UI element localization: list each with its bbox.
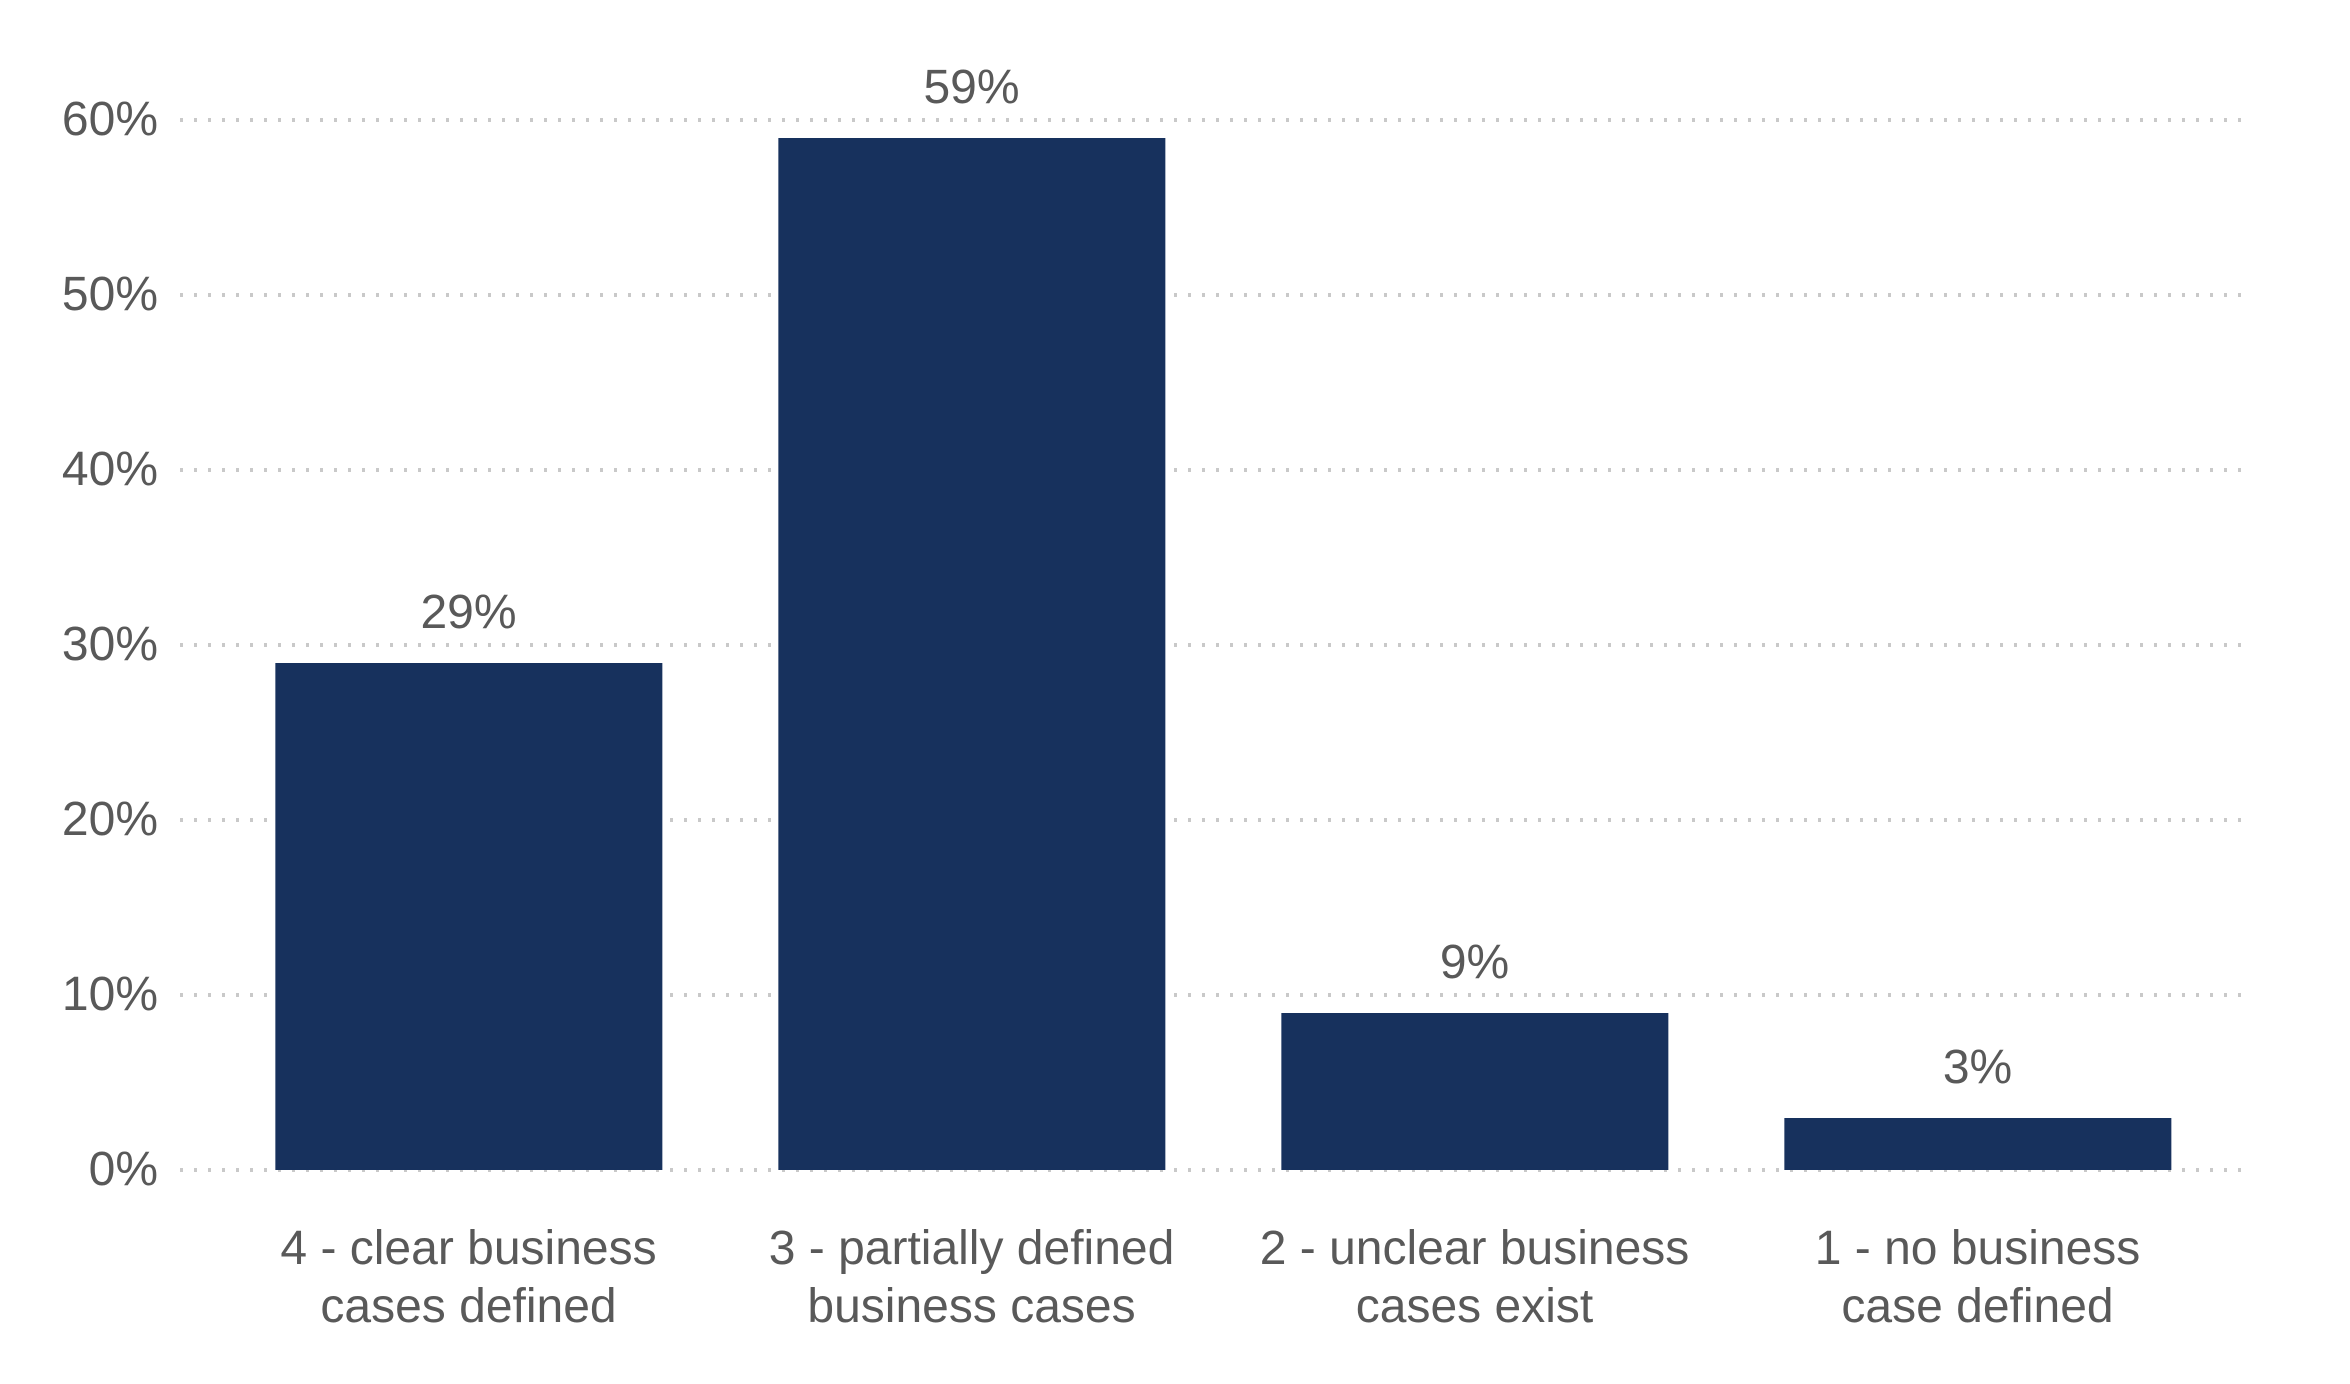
y-axis-tick-label: 10% — [61, 968, 158, 1021]
x-axis-category-label: 2 - unclear business cases exist — [1260, 1220, 1690, 1336]
y-axis-tick-label: 30% — [61, 618, 158, 671]
y-axis-tick-label: 20% — [61, 793, 158, 846]
bar — [1783, 1117, 2172, 1170]
y-axis-tick-label: 40% — [61, 443, 158, 496]
bar-group-2: 59% 3 - partially defined business cases — [720, 61, 1223, 1333]
bar-value-label: 59% — [923, 61, 1020, 115]
x-axis-category-label: 1 - no business case defined — [1815, 1220, 2141, 1336]
gridline — [180, 818, 2250, 822]
y-axis: 0% 10% 20% 30% 40% 50% 60% — [0, 96, 158, 1194]
x-axis-category-label-line-1: 3 - partially defined — [768, 1222, 1175, 1275]
bar — [777, 137, 1166, 1170]
gridline — [180, 1168, 2250, 1172]
bar-value-label: 3% — [1942, 1041, 2013, 1095]
bar-group-3: 9% 2 - unclear business cases exist — [1223, 120, 1726, 1333]
x-axis-category-label: 4 - clear business cases defined — [280, 1220, 656, 1336]
x-axis-category-label-line-2: business cases — [807, 1280, 1136, 1333]
gridline — [180, 468, 2250, 472]
bar-group-1: 29% 4 - clear business cases defined — [217, 120, 720, 1333]
bars-row: 29% 4 - clear business cases defined 59%… — [217, 61, 2229, 1333]
plot-area: 29% 4 - clear business cases defined 59%… — [180, 61, 2250, 1333]
y-axis-tick-label: 50% — [61, 268, 158, 321]
y-axis-tick-label: 60% — [61, 93, 158, 146]
x-axis-category-label-line-2: cases exist — [1355, 1280, 1594, 1333]
gridline — [180, 293, 2250, 297]
x-axis-category-label-line-1: 1 - no business — [1814, 1222, 2141, 1275]
bar-group-4: 3% 1 - no business case defined — [1726, 120, 2229, 1333]
bar-value-label: 29% — [420, 586, 517, 640]
bar — [1280, 1012, 1669, 1170]
x-axis-category-label-line-2: case defined — [1841, 1280, 2114, 1333]
x-axis-category-label: 3 - partially defined business cases — [769, 1220, 1175, 1336]
gridline — [180, 993, 2250, 997]
x-axis-category-label-line-1: 4 - clear business — [280, 1222, 657, 1275]
y-axis-tick-label: 0% — [88, 1143, 158, 1196]
gridline — [180, 643, 2250, 647]
gridline — [180, 118, 2250, 122]
x-axis-category-label-line-2: cases defined — [320, 1280, 617, 1333]
bar — [274, 662, 663, 1170]
x-axis-category-label-line-1: 2 - unclear business — [1259, 1222, 1690, 1275]
bar-value-label: 9% — [1439, 936, 1510, 990]
